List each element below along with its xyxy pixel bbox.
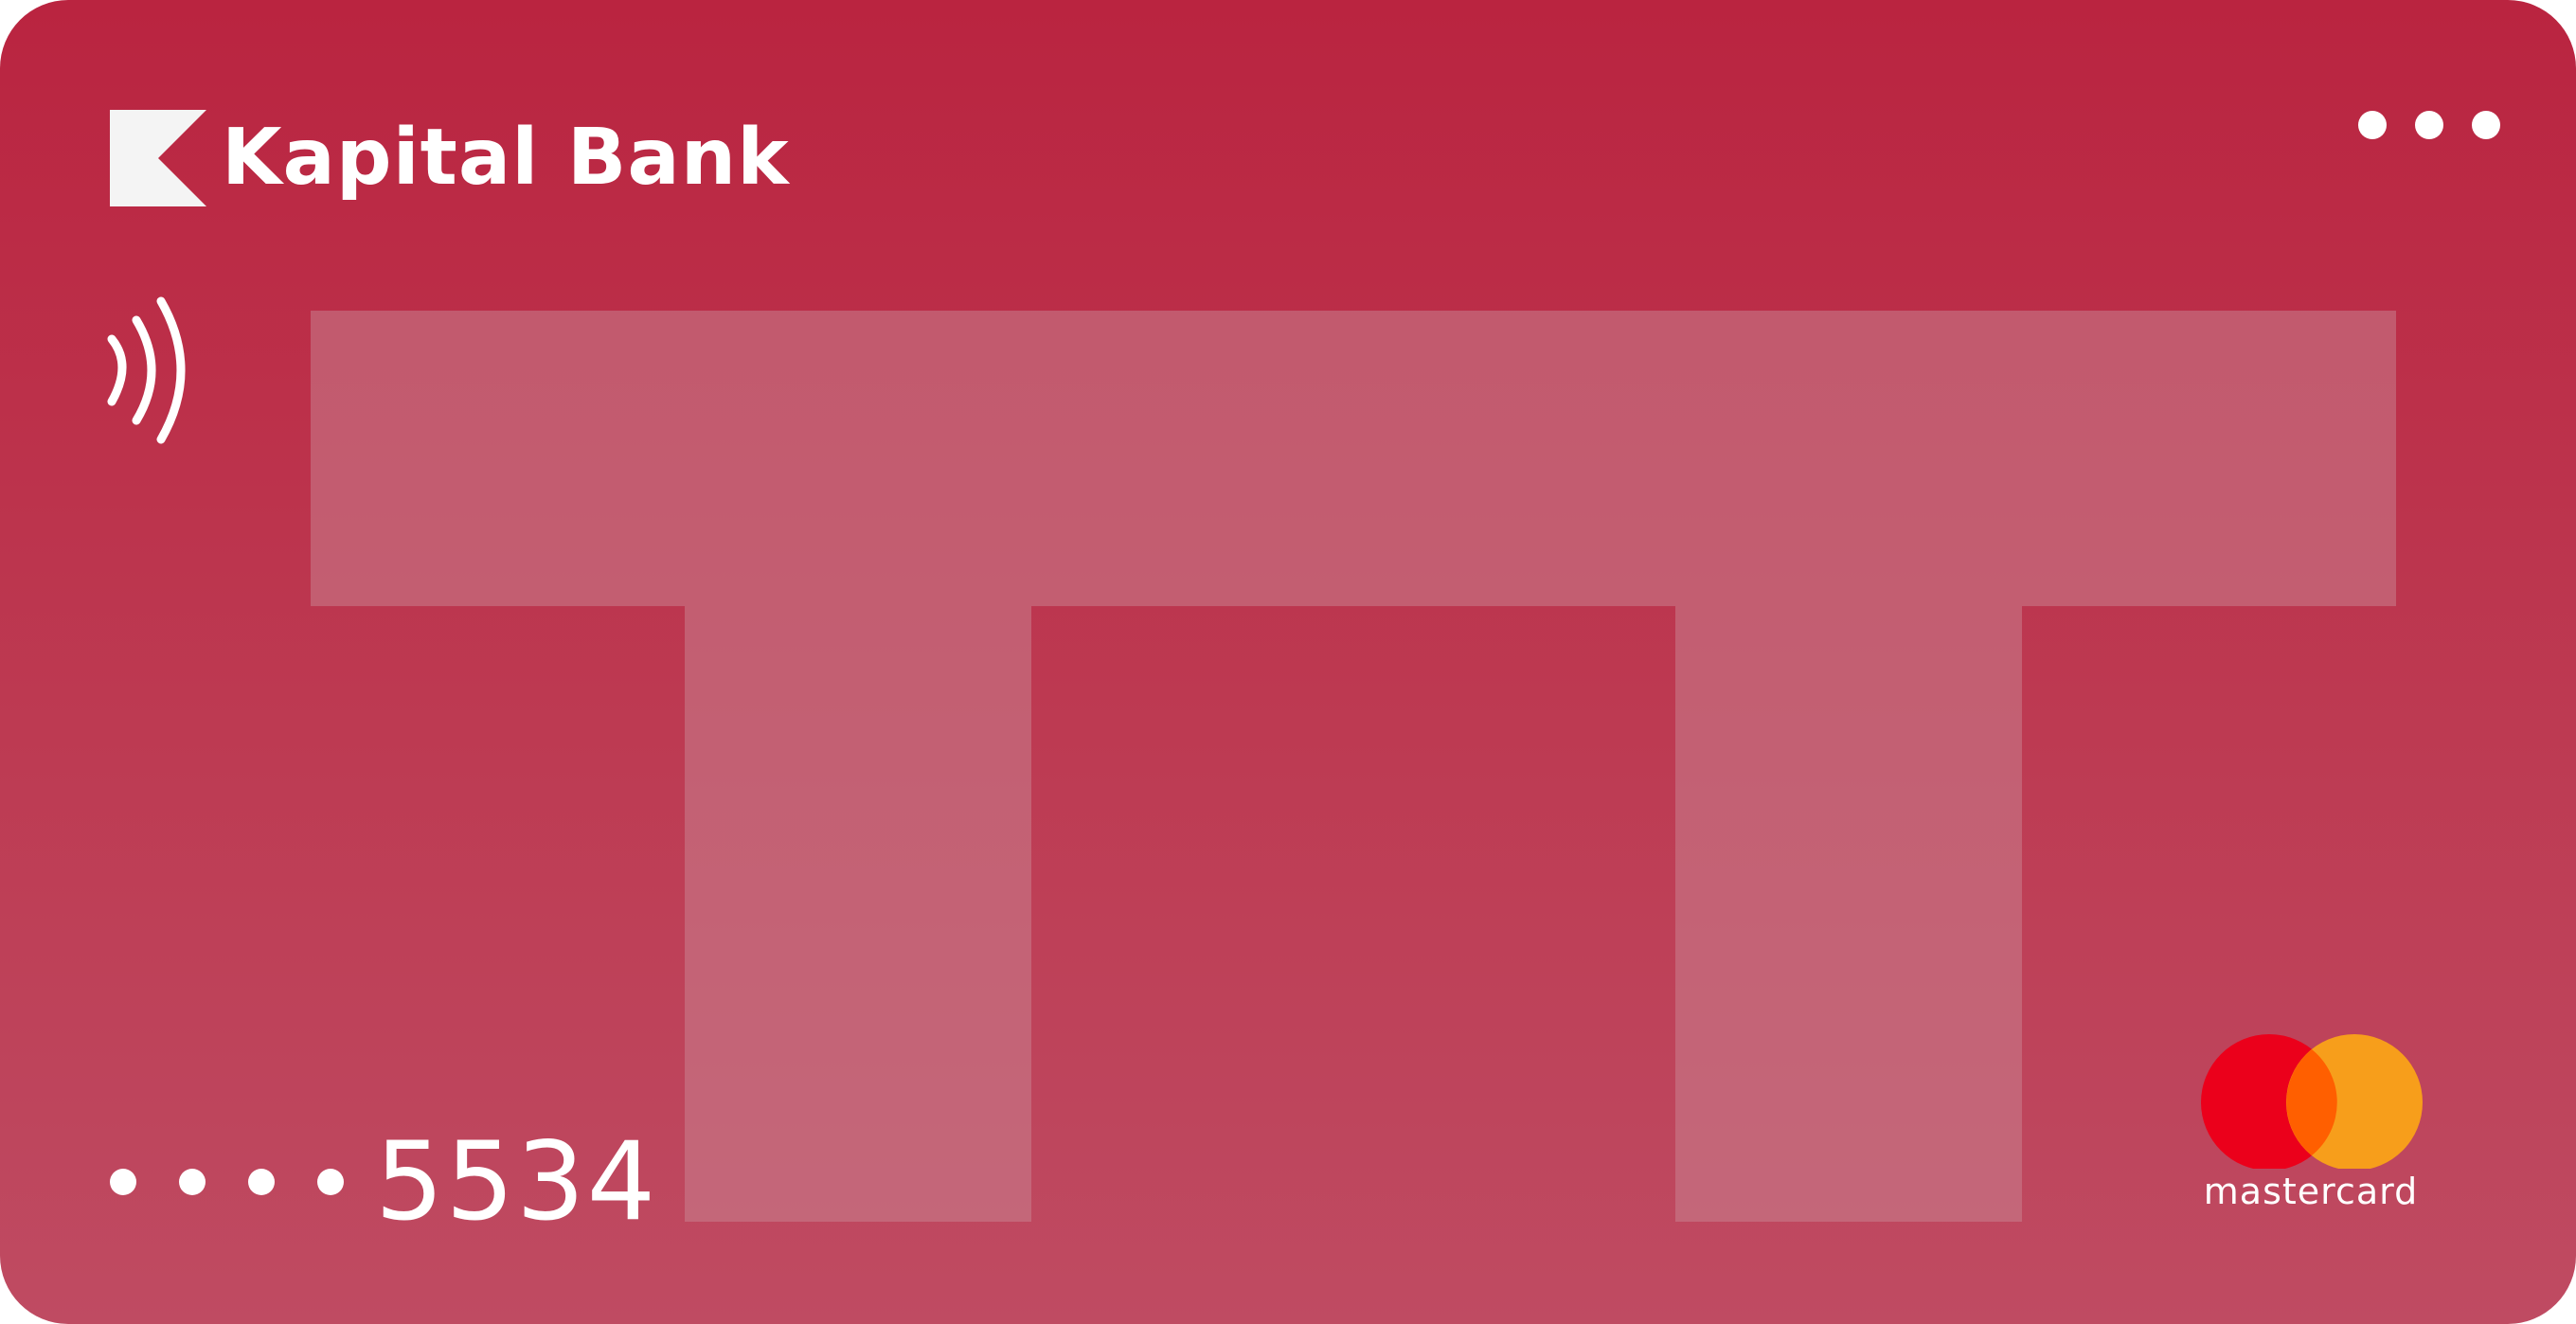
masked-digit-dot bbox=[248, 1169, 275, 1195]
mastercard-circles-icon bbox=[2201, 1034, 2423, 1169]
masked-digit-dot bbox=[179, 1169, 206, 1195]
more-horizontal-icon bbox=[2415, 111, 2443, 139]
masked-digits bbox=[110, 1169, 386, 1195]
bank-brand: Kapital Bank bbox=[110, 110, 790, 206]
card-menu-button[interactable] bbox=[2358, 106, 2500, 144]
kapital-bank-logo-icon bbox=[110, 110, 206, 206]
card-last4: 5534 bbox=[375, 1118, 658, 1244]
network-name: mastercard bbox=[2203, 1171, 2419, 1212]
masked-digit-dot bbox=[110, 1169, 136, 1195]
more-horizontal-icon bbox=[2472, 111, 2500, 139]
contactless-icon bbox=[107, 296, 186, 444]
more-horizontal-icon bbox=[2358, 111, 2387, 139]
mastercard-logo: mastercard bbox=[2188, 1027, 2434, 1216]
masked-digit-dot bbox=[317, 1169, 344, 1195]
card-number: 5534 bbox=[110, 1125, 657, 1239]
bank-name: Kapital Bank bbox=[222, 113, 790, 203]
